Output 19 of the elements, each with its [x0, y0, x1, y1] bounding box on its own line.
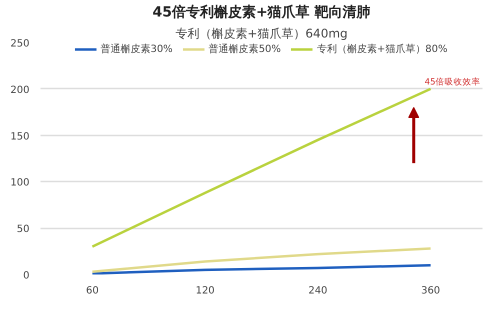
- x-tick-label: 240: [308, 286, 328, 296]
- x-tick-label: 120: [196, 286, 215, 296]
- y-tick-label: 50: [16, 224, 30, 236]
- line-series: [91, 264, 432, 274]
- chart-title: 45倍专利槲皮素+猫爪草 靶向清肺: [152, 4, 371, 20]
- x-tick-label: 360: [421, 286, 440, 296]
- line-series: [91, 88, 432, 248]
- y-tick-label: 100: [10, 178, 30, 189]
- y-tick-label: 250: [10, 38, 30, 50]
- legend-label: 专利（槲皮素+猫爪草）80%: [316, 42, 448, 56]
- legend-label: 普通槲皮素30%: [100, 42, 173, 56]
- y-tick-label: 0: [23, 270, 30, 282]
- line-series: [91, 247, 432, 273]
- annotation: 45倍吸收效率: [424, 76, 481, 88]
- y-tick-label: 150: [10, 131, 30, 142]
- legend-label: 普通槲皮素50%: [208, 42, 281, 56]
- y-tick-label: 200: [10, 84, 30, 96]
- chart-subtitle: 专利（槲皮素+猫爪草）640mg: [175, 26, 348, 40]
- x-tick-label: 60: [86, 286, 99, 296]
